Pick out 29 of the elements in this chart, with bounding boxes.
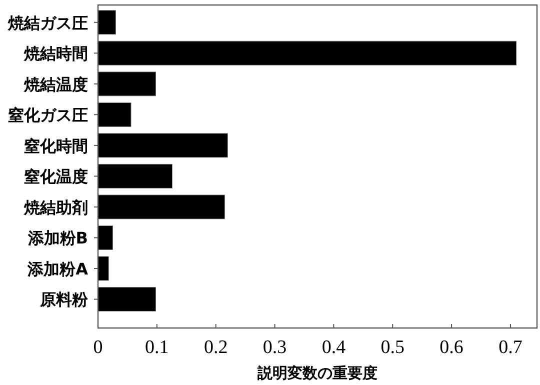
y-tick-label: 原料粉 (39, 290, 89, 310)
x-axis-title: 説明変数の重要度 (256, 364, 378, 382)
bar (98, 72, 156, 96)
bar (98, 194, 225, 220)
bar (98, 286, 156, 312)
bar (98, 164, 172, 188)
y-tick-label: 添加粉B (26, 228, 88, 248)
x-tick-label: 0.6 (440, 337, 464, 358)
x-tick-label: 0.3 (262, 337, 287, 358)
x-tick-label: 0.5 (380, 337, 405, 358)
bar (98, 40, 517, 66)
y-tick-label: 窒化時間 (24, 136, 88, 156)
x-tick-label: 0.2 (204, 337, 228, 358)
y-tick-label: 添加粉A (26, 259, 89, 278)
bar (98, 102, 132, 127)
x-tick-label: 0.1 (145, 337, 169, 358)
y-tick-label: 焼結時間 (23, 44, 88, 64)
y-tick-label: 焼結ガス圧 (7, 13, 88, 32)
bar (98, 10, 116, 35)
y-tick-label: 焼結温度 (23, 74, 88, 94)
x-tick-label: 0.7 (498, 337, 522, 358)
bar (98, 225, 113, 250)
y-tick-label: 窒化温度 (24, 167, 88, 186)
x-tick-label: 0 (93, 337, 103, 358)
x-tick-label: 0.4 (322, 337, 346, 358)
y-tick-label: 焼結助剤 (23, 198, 88, 217)
bar (98, 133, 228, 158)
bar (98, 256, 109, 281)
y-tick-label: 窒化ガス圧 (8, 106, 88, 125)
